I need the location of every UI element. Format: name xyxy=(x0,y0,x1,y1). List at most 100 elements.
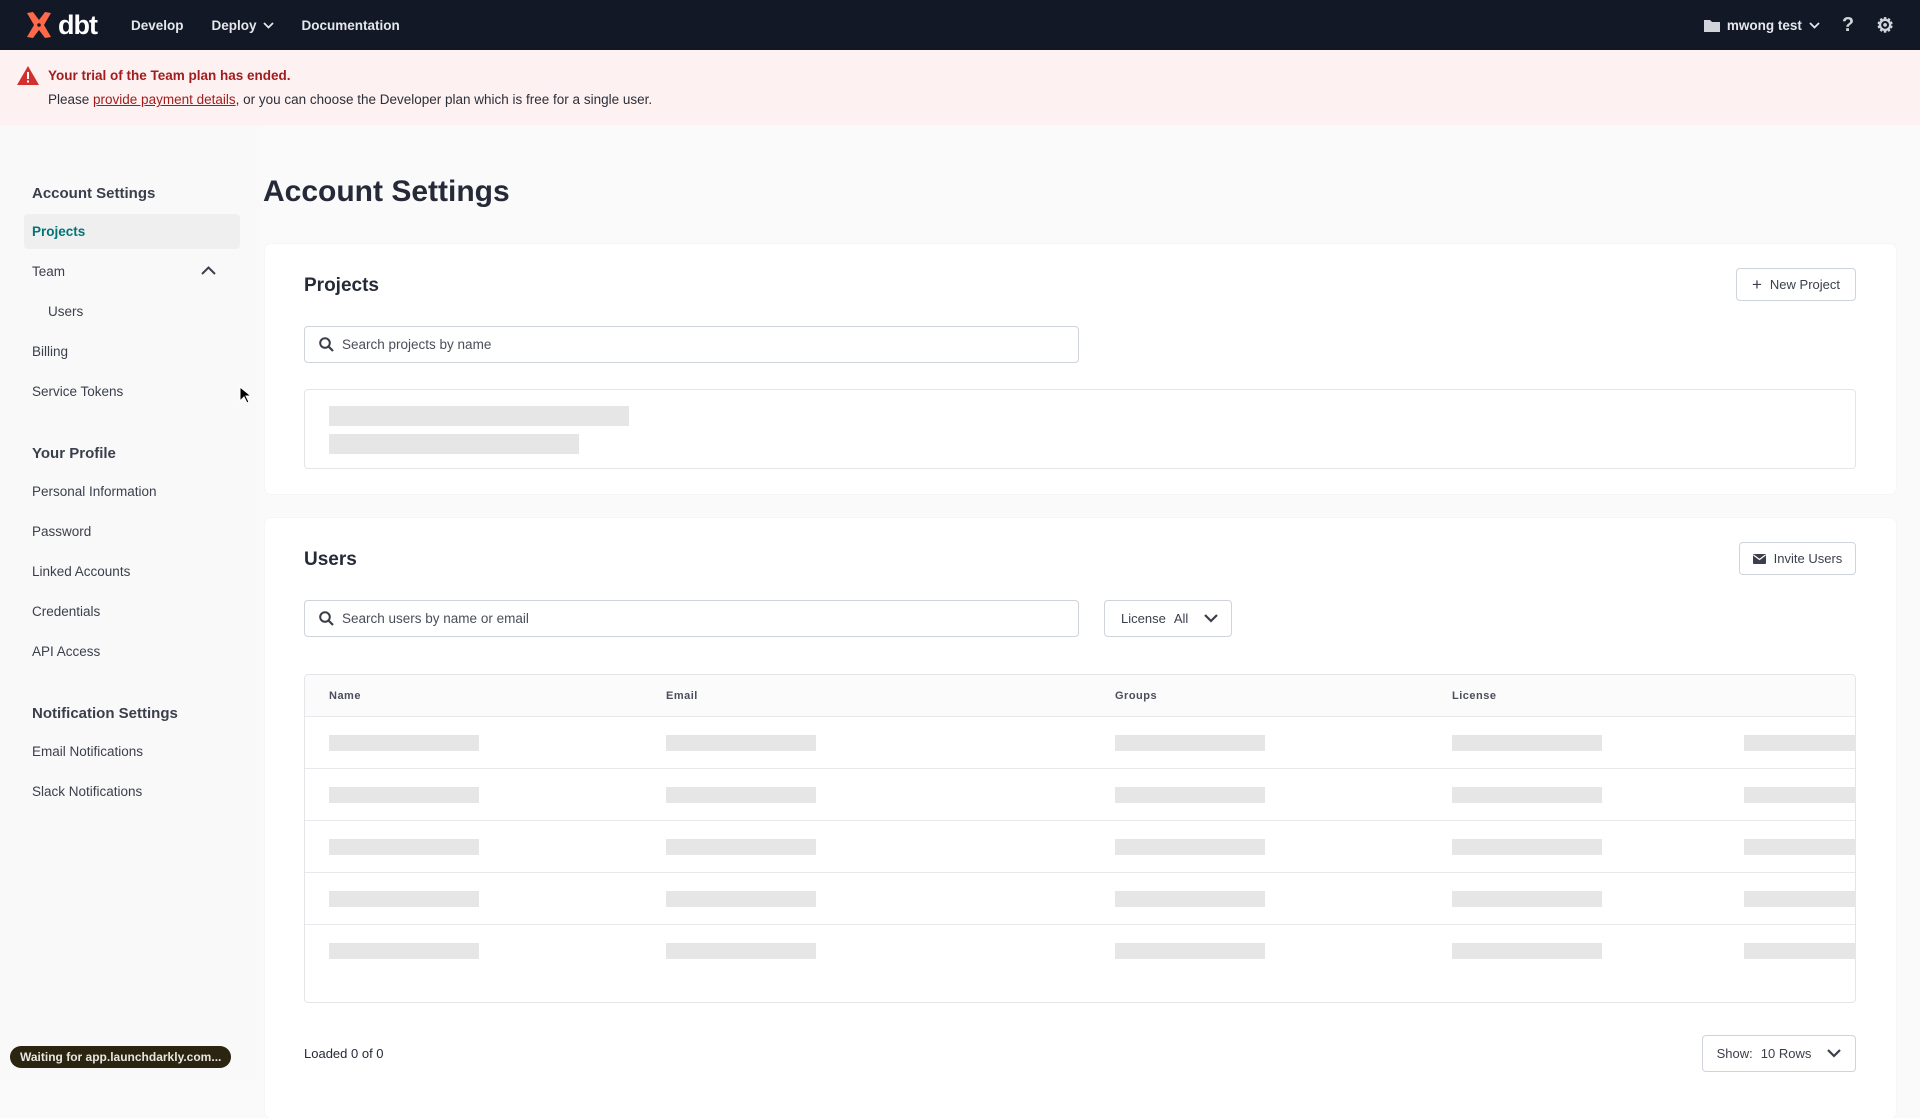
skeleton-cell xyxy=(1115,735,1265,751)
skeleton-cell xyxy=(666,891,816,907)
column-header-email[interactable]: Email xyxy=(666,690,698,702)
nav-deploy[interactable]: Deploy xyxy=(212,18,274,33)
banner-title: Your trial of the Team plan has ended. xyxy=(48,68,291,83)
sidebar-item-projects[interactable]: Projects xyxy=(32,224,86,239)
skeleton-cell xyxy=(1452,839,1602,855)
license-filter-dropdown[interactable]: License All xyxy=(1104,600,1232,637)
sidebar-item-service-tokens[interactable]: Service Tokens xyxy=(32,384,124,399)
row-divider xyxy=(305,768,1855,769)
skeleton-cell xyxy=(666,943,816,959)
sidebar-heading-profile: Your Profile xyxy=(32,445,116,462)
search-icon xyxy=(319,611,334,626)
nav-label: Develop xyxy=(130,17,184,33)
skeleton-cell xyxy=(1452,735,1602,751)
skeleton-cell xyxy=(666,839,816,855)
banner-prefix: Please xyxy=(48,92,94,107)
row-divider xyxy=(305,716,1855,717)
skeleton-bar xyxy=(329,406,629,426)
skeleton-cell xyxy=(666,787,816,803)
users-search-input[interactable] xyxy=(342,611,1042,626)
banner-message: Please provide payment details, or you c… xyxy=(48,92,652,107)
nav-label: Documentation xyxy=(301,17,400,33)
projects-card: Projects + New Project xyxy=(265,244,1896,494)
skeleton-cell xyxy=(1744,943,1855,959)
row-divider xyxy=(305,924,1855,925)
projects-search[interactable] xyxy=(304,326,1079,363)
users-title: Users xyxy=(304,549,357,570)
folder-icon xyxy=(1703,19,1720,32)
sidebar: Account Settings Projects Team Users Bil… xyxy=(0,125,263,1080)
mouse-cursor-icon xyxy=(239,386,251,404)
projects-list-loading xyxy=(304,389,1856,469)
skeleton-cell xyxy=(1452,891,1602,907)
projects-search-input[interactable] xyxy=(342,337,1042,352)
sidebar-item-personal-information[interactable]: Personal Information xyxy=(32,484,157,499)
skeleton-cell xyxy=(1744,839,1855,855)
skeleton-cell xyxy=(329,735,479,751)
sidebar-item-linked-accounts[interactable]: Linked Accounts xyxy=(32,564,131,579)
nav-label: Deploy xyxy=(211,17,257,33)
invite-users-label: Invite Users xyxy=(1773,551,1843,566)
search-icon xyxy=(319,337,334,352)
row-divider xyxy=(305,820,1855,821)
page-title: Account Settings xyxy=(263,175,510,208)
table-header xyxy=(305,675,1855,716)
loaded-count: Loaded 0 of 0 xyxy=(304,1046,384,1061)
sidebar-item-credentials[interactable]: Credentials xyxy=(32,604,101,619)
license-filter-label: License xyxy=(1121,611,1166,626)
show-label: Show: xyxy=(1716,1046,1753,1061)
top-navbar: dbt Develop Deploy Documentation mwong t… xyxy=(0,0,1920,50)
brand-name: dbt xyxy=(58,9,98,40)
nav-documentation[interactable]: Documentation xyxy=(302,18,400,33)
skeleton-cell xyxy=(1115,787,1265,803)
nav-develop[interactable]: Develop xyxy=(131,18,184,33)
skeleton-cell xyxy=(1115,891,1265,907)
chevron-down-icon xyxy=(1827,1049,1842,1058)
sidebar-item-users[interactable]: Users xyxy=(48,304,84,319)
envelope-icon xyxy=(1752,553,1766,564)
rows-per-page-dropdown[interactable]: Show: 10 Rows xyxy=(1702,1035,1856,1072)
help-icon[interactable]: ? xyxy=(1841,13,1855,36)
skeleton-cell xyxy=(1115,943,1265,959)
payment-details-link[interactable]: provide payment details xyxy=(93,92,236,107)
users-search[interactable] xyxy=(304,600,1079,637)
project-name: mwong test xyxy=(1726,17,1802,33)
sidebar-item-billing[interactable]: Billing xyxy=(32,344,69,359)
users-card: Users Invite Users License All Name Email… xyxy=(265,518,1896,1118)
sidebar-heading-account: Account Settings xyxy=(32,185,156,202)
skeleton-bar xyxy=(329,434,579,454)
chevron-down-icon xyxy=(262,21,274,29)
plus-icon: + xyxy=(1751,274,1762,294)
chevron-up-icon[interactable] xyxy=(201,266,216,275)
sidebar-item-email-notifications[interactable]: Email Notifications xyxy=(32,744,144,759)
project-switcher[interactable]: mwong test xyxy=(1703,17,1820,33)
sidebar-item-password[interactable]: Password xyxy=(32,524,92,539)
warning-icon xyxy=(17,66,39,85)
new-project-button[interactable]: + New Project xyxy=(1736,268,1856,301)
sidebar-item-slack-notifications[interactable]: Slack Notifications xyxy=(32,784,143,799)
banner-suffix: , or you can choose the Developer plan w… xyxy=(235,92,653,107)
show-value: 10 Rows xyxy=(1760,1046,1812,1061)
skeleton-cell xyxy=(1744,891,1855,907)
row-divider xyxy=(305,872,1855,873)
column-header-license[interactable]: License xyxy=(1452,690,1497,702)
new-project-label: New Project xyxy=(1769,277,1840,292)
skeleton-cell xyxy=(1452,943,1602,959)
chevron-down-icon xyxy=(1809,21,1820,29)
sidebar-heading-notifications: Notification Settings xyxy=(32,705,178,722)
column-header-groups[interactable]: Groups xyxy=(1115,690,1158,702)
column-header-name[interactable]: Name xyxy=(329,690,361,702)
dbt-logo[interactable]: dbt xyxy=(24,9,98,41)
gear-icon[interactable]: ⚙ xyxy=(1876,14,1894,37)
invite-users-button[interactable]: Invite Users xyxy=(1739,542,1856,575)
sidebar-item-api-access[interactable]: API Access xyxy=(32,644,101,659)
license-filter-value: All xyxy=(1173,611,1189,626)
skeleton-cell xyxy=(1115,839,1265,855)
status-toast: Waiting for app.launchdarkly.com... xyxy=(10,1046,232,1068)
skeleton-cell xyxy=(329,943,479,959)
dbt-logo-icon xyxy=(27,12,51,38)
sidebar-item-team[interactable]: Team xyxy=(32,264,66,279)
skeleton-cell xyxy=(329,891,479,907)
skeleton-cell xyxy=(329,839,479,855)
sidebar-active-highlight xyxy=(24,214,240,249)
